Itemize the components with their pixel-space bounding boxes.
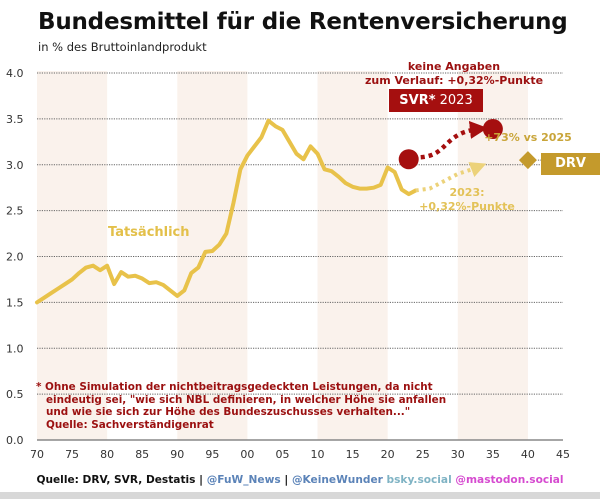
svr-point-marker [482,118,503,139]
x-tick-label: 35 [486,448,500,461]
x-tick-label: 40 [521,448,535,461]
y-tick-label: 1.0 [6,342,24,355]
source-line: Quelle: DRV, SVR, Destatis | @FuW_News |… [0,474,600,486]
bluesky-handle-link[interactable]: @KeineWunder [291,474,383,486]
y-tick-label: 3.5 [6,113,24,126]
series-label-tatsaechlich: Tatsächlich [108,225,190,240]
x-tick-label: 00 [240,448,254,461]
x-tick-label: 95 [205,448,219,461]
shaded-band [317,71,388,440]
drv-delta-label: +73% vs 2025 [484,131,572,144]
x-tick-label: 85 [135,448,149,461]
x-tick-label: 90 [170,448,184,461]
svr-note-line2: zum Verlauf: +0,32%-Punkte [365,74,543,87]
y-tick-label: 2.0 [6,251,24,264]
y-tick-label: 3.0 [6,159,24,172]
footnote: * Ohne Simulation der nichtbeitragsgedec… [36,381,446,431]
drv-diamond-marker [518,151,537,170]
svr-badge-name: SVR* [399,93,436,108]
series-line-tatsaechlich [35,118,418,305]
x-tick-label: 70 [30,448,44,461]
x-tick-label: 45 [556,448,570,461]
y-tick-label: 4.0 [6,67,24,80]
svr-point-marker [398,149,419,170]
separator: | [280,474,292,486]
bottom-border [0,492,600,499]
source-prefix: Quelle: DRV, SVR, Destatis [36,474,196,486]
twitter-handle-link[interactable]: @FuW_News [206,474,281,486]
x-tick-label: 20 [381,448,395,461]
chart-title: Bundesmittel für die Rentenversicherung [38,9,568,35]
footnote-line: und wie sie sich zur Höhe des Bundeszusc… [46,406,411,419]
shaded-band [37,71,108,440]
mastodon-handle-link[interactable]: @mastodon.social [451,474,564,486]
footnote-line: eindeutig sei, "wie sich NBL definieren,… [46,393,447,406]
x-tick-label: 10 [311,448,325,461]
x-tick-label: 05 [275,448,289,461]
chart-subtitle: in % des Bruttoinlandprodukt [38,40,207,54]
x-tick-label: 25 [416,448,430,461]
svr-note-line1: keine Angaben [408,60,500,73]
x-tick-label: 80 [100,448,114,461]
y-tick-label: 1.5 [6,296,24,309]
x-tick-label: 75 [65,448,79,461]
footnote-source: Quelle: Sachverständigenrat [46,418,214,431]
series-line-svr [420,121,488,160]
svr-badge: SVR* 2023 [389,89,483,112]
bluesky-domain[interactable]: bsky.social [382,474,452,486]
y-tick-label: 2.5 [6,205,24,218]
footnote-line: * Ohne Simulation der nichtbeitragsgedec… [36,381,433,393]
gold-note-line1: 2023: [449,186,484,199]
series-line-projection-gold [415,162,487,193]
drv-badge: DRV [541,153,600,175]
gold-note-line2: +0,32%-Punkte [419,200,515,213]
shaded-band [177,71,248,440]
y-tick-label: 0.0 [6,434,24,447]
y-tick-label: 0.5 [6,388,24,401]
x-tick-label: 15 [346,448,360,461]
svr-badge-year: 2023 [439,93,473,108]
x-tick-label: 30 [451,448,465,461]
separator: | [195,474,207,486]
